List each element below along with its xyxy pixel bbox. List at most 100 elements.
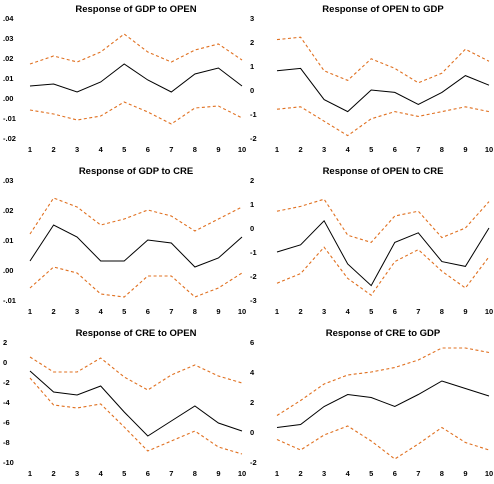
series-line-response	[29, 63, 243, 93]
chart-panel-5: Response of CRE to OPEN 2 0 -2 -4 -6 -8 -10 1 2 3 4…	[0, 324, 247, 484]
x-tick-label: 6	[146, 145, 150, 154]
chart-title: Response of GDP to CRE	[79, 166, 193, 177]
y-tick-label: 2	[250, 176, 254, 185]
x-tick-label: 3	[75, 469, 79, 478]
x-tick-label: 8	[193, 307, 197, 316]
x-tick-label: 2	[298, 307, 302, 316]
x-tick-label: 2	[298, 145, 302, 154]
y-tick-label: .01	[3, 74, 13, 83]
x-tick-label: 10	[238, 469, 246, 478]
x-tick-label: 4	[99, 469, 104, 478]
x-tick-label: 7	[169, 307, 173, 316]
y-tick-label: -2	[250, 458, 257, 467]
chart-svg-6: Response of CRE to GDP 6 4 2 0 -2 1 2 3 4 5 6 7 8 9 10	[250, 328, 493, 478]
x-tick-label: 6	[146, 307, 150, 316]
y-tick-label: -.01	[3, 296, 16, 305]
x-tick-label: 5	[122, 469, 126, 478]
x-tick-label: 4	[99, 307, 104, 316]
y-tick-label: .00	[3, 94, 13, 103]
chart-title: Response of OPEN to CRE	[323, 166, 444, 177]
x-tick-label: 1	[275, 469, 279, 478]
y-tick-label: -2	[250, 134, 257, 143]
x-tick-label: 2	[51, 145, 55, 154]
y-tick-label: .02	[3, 206, 13, 215]
y-tick-label: .04	[3, 14, 14, 23]
y-tick-label: .02	[3, 54, 13, 63]
series-line-upper	[276, 198, 490, 244]
x-tick-label: 6	[393, 307, 397, 316]
x-tick-label: 5	[369, 469, 373, 478]
x-tick-label: 6	[146, 469, 150, 478]
x-tick-label: 10	[238, 307, 246, 316]
chart-title: Response of CRE to GDP	[326, 328, 441, 339]
y-tick-label: -8	[3, 438, 10, 447]
x-tick-label: 7	[169, 469, 173, 478]
x-tick-label: 2	[51, 469, 55, 478]
y-tick-label: -2	[3, 378, 10, 387]
y-tick-label: -6	[3, 418, 10, 427]
x-tick-label: 9	[216, 469, 220, 478]
x-tick-label: 4	[346, 307, 351, 316]
x-tick-label: 10	[485, 307, 493, 316]
x-tick-label: 9	[216, 307, 220, 316]
y-tick-label: .00	[3, 266, 13, 275]
series-line-upper	[276, 347, 490, 416]
y-tick-label: 0	[3, 358, 7, 367]
x-tick-label: 8	[193, 469, 197, 478]
chart-title: Response of CRE to OPEN	[76, 328, 197, 339]
y-tick-label: 0	[250, 428, 254, 437]
x-tick-label: 1	[28, 469, 32, 478]
x-tick-label: 6	[393, 145, 397, 154]
series-line-upper	[29, 356, 243, 391]
y-tick-label: 2	[3, 338, 7, 347]
series-line-lower	[276, 106, 490, 137]
x-tick-label: 9	[463, 307, 467, 316]
x-tick-label: 7	[416, 307, 420, 316]
x-tick-label: 7	[416, 469, 420, 478]
x-tick-label: 5	[369, 307, 373, 316]
x-tick-label: 8	[440, 145, 444, 154]
chart-title: Response of GDP to OPEN	[75, 4, 196, 15]
x-tick-label: 1	[28, 145, 32, 154]
series-line-lower	[29, 101, 243, 125]
chart-svg-5: Response of CRE to OPEN 2 0 -2 -4 -6 -8 -10 1 2 3 4…	[3, 328, 246, 478]
y-tick-label: -10	[3, 458, 14, 467]
x-tick-label: 3	[322, 307, 326, 316]
y-tick-label: 0	[250, 224, 254, 233]
chart-panel-4: Response of OPEN to CRE 2 1 0 -1 -2 -3 1 2 3 4 5 6 7 8…	[247, 162, 494, 322]
series-line-lower	[29, 266, 243, 298]
x-tick-label: 9	[216, 145, 220, 154]
y-tick-label: 2	[250, 398, 254, 407]
x-tick-label: 5	[369, 145, 373, 154]
x-tick-label: 4	[346, 145, 351, 154]
x-tick-label: 10	[238, 145, 246, 154]
series-line-upper	[276, 36, 490, 84]
y-tick-label: -2	[250, 272, 257, 281]
series-line-upper	[29, 197, 243, 235]
chart-svg-1: Response of GDP to OPEN .04 .03 .02 .01 .00 -.…	[3, 4, 246, 154]
series-line-lower	[29, 377, 243, 455]
y-tick-label: -.02	[3, 134, 16, 143]
y-tick-label: -4	[3, 398, 10, 407]
x-tick-label: 7	[169, 145, 173, 154]
x-tick-label: 7	[416, 145, 420, 154]
x-tick-label: 3	[75, 145, 79, 154]
x-tick-label: 9	[463, 469, 467, 478]
x-tick-label: 2	[51, 307, 55, 316]
x-tick-label: 4	[99, 145, 104, 154]
x-tick-label: 1	[28, 307, 32, 316]
x-tick-label: 3	[322, 469, 326, 478]
chart-panel-6: Response of CRE to GDP 6 4 2 0 -2 1 2 3 4 5 6 7 8 9 10	[247, 324, 494, 484]
series-line-response	[276, 67, 490, 113]
chart-svg-3: Response of GDP to CRE .03 .02 .01 .00 -.01 1 2…	[3, 166, 246, 316]
y-tick-label: .03	[3, 34, 13, 43]
series-line-response	[29, 224, 243, 268]
x-tick-label: 4	[346, 469, 351, 478]
y-tick-label: 1	[250, 62, 254, 71]
y-tick-label: 0	[250, 86, 254, 95]
chart-title: Response of OPEN to GDP	[322, 4, 444, 15]
y-tick-label: 2	[250, 38, 254, 47]
